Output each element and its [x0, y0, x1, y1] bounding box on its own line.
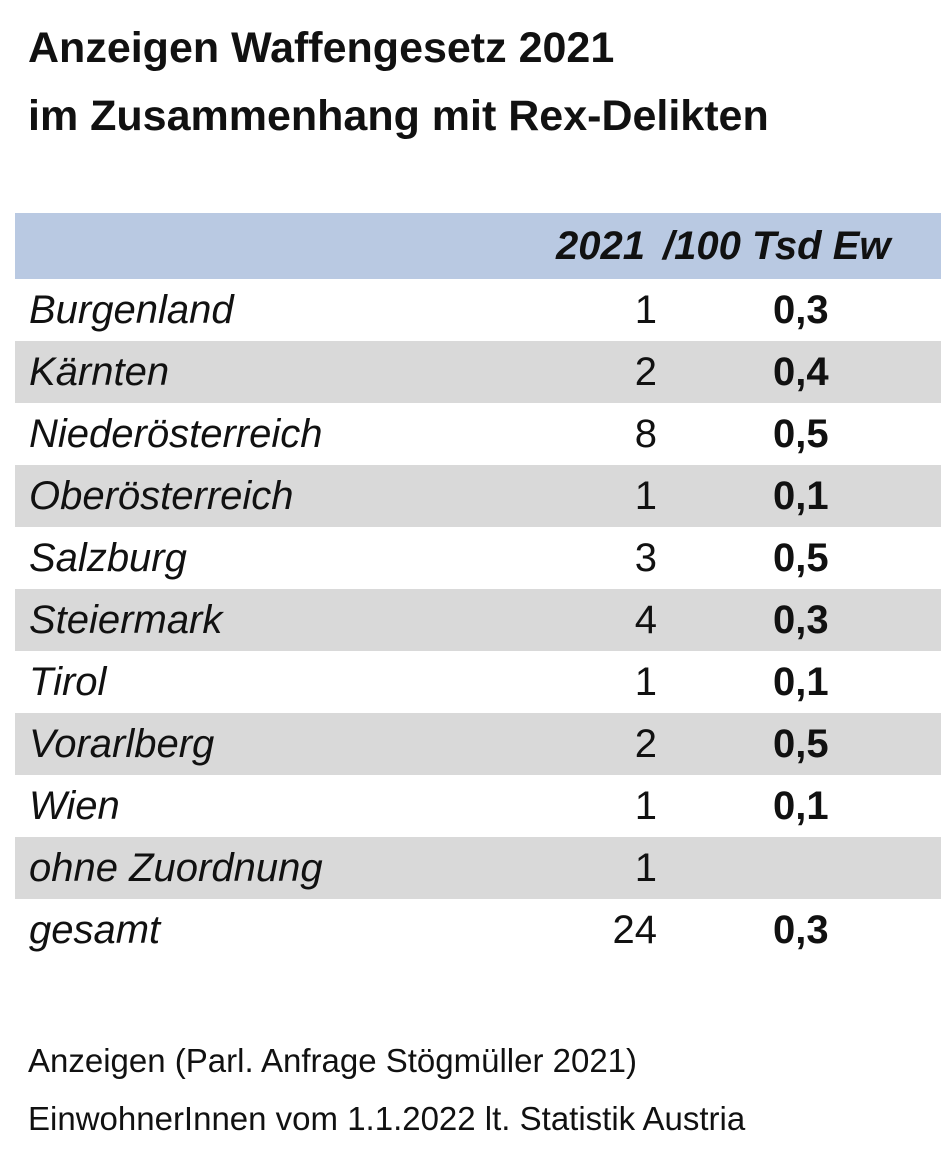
row-rate: 0,5 — [773, 721, 829, 766]
row-region: ohne Zuordnung — [29, 845, 323, 890]
row-rate: 0,1 — [773, 783, 829, 828]
row-region: Niederösterreich — [29, 411, 323, 456]
row-rate: 0,1 — [773, 473, 829, 518]
table-row: Wien 1 0,1 — [15, 775, 941, 837]
page-title: Anzeigen Waffengesetz 2021 im Zusammenha… — [28, 14, 769, 150]
table-row: Steiermark 4 0,3 — [15, 589, 941, 651]
title-line-2: im Zusammenhang mit Rex-Delikten — [28, 92, 769, 140]
table-header-row: 2021 /100 Tsd Ew — [15, 213, 941, 279]
table-row: Niederösterreich 8 0,5 — [15, 403, 941, 465]
total-count: 24 — [612, 907, 658, 952]
row-rate: 0,1 — [773, 659, 829, 704]
title-line-1: Anzeigen Waffengesetz 2021 — [28, 24, 615, 72]
row-region: Wien — [29, 783, 120, 828]
footnotes: Anzeigen (Parl. Anfrage Stögmüller 2021)… — [28, 1032, 745, 1148]
row-rate: 0,3 — [773, 597, 829, 642]
data-table: 2021 /100 Tsd Ew Burgenland 1 0,3 Kärnte… — [15, 213, 941, 961]
row-region: Salzburg — [29, 535, 187, 580]
table-row: Vorarlberg 2 0,5 — [15, 713, 941, 775]
table-row: ohne Zuordnung 1 — [15, 837, 941, 899]
row-region: Steiermark — [29, 597, 223, 642]
row-count: 2 — [634, 349, 657, 394]
row-count: 3 — [634, 535, 657, 580]
table-row: Tirol 1 0,1 — [15, 651, 941, 713]
row-count: 1 — [634, 287, 657, 332]
total-rate: 0,3 — [773, 907, 829, 952]
row-region: Tirol — [29, 659, 107, 704]
row-count: 1 — [634, 659, 657, 704]
row-rate: 0,5 — [773, 411, 829, 456]
row-count: 1 — [634, 783, 657, 828]
table-row: Burgenland 1 0,3 — [15, 279, 941, 341]
row-region: Oberösterreich — [29, 473, 294, 518]
row-count: 1 — [634, 473, 657, 518]
table-row: Salzburg 3 0,5 — [15, 527, 941, 589]
header-rate: /100 Tsd Ew — [663, 223, 891, 268]
header-year: 2021 — [556, 223, 645, 268]
row-region: Vorarlberg — [29, 721, 215, 766]
source-note: Anzeigen (Parl. Anfrage Stögmüller 2021) — [28, 1042, 638, 1079]
row-region: Burgenland — [29, 287, 234, 332]
population-note: EinwohnerInnen vom 1.1.2022 lt. Statisti… — [28, 1100, 746, 1137]
row-region: Kärnten — [29, 349, 170, 394]
row-count: 1 — [634, 845, 657, 890]
row-rate: 0,5 — [773, 535, 829, 580]
row-count: 8 — [634, 411, 657, 456]
row-count: 2 — [634, 721, 657, 766]
row-count: 4 — [634, 597, 657, 642]
table-row: Kärnten 2 0,4 — [15, 341, 941, 403]
row-rate: 0,3 — [773, 287, 829, 332]
table-total-row: gesamt 24 0,3 — [15, 899, 941, 961]
total-label: gesamt — [29, 907, 161, 952]
row-rate: 0,4 — [773, 349, 829, 394]
table-row: Oberösterreich 1 0,1 — [15, 465, 941, 527]
